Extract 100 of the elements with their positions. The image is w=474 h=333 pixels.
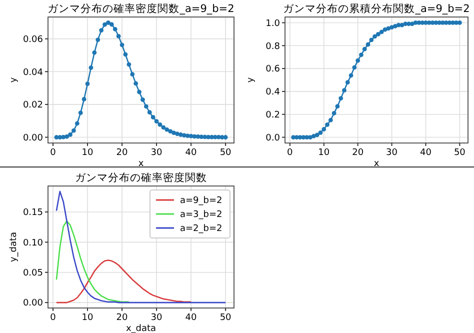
point — [126, 62, 132, 67]
x-axis-title: x — [138, 159, 144, 169]
point — [54, 135, 59, 140]
x-tick-label: 30 — [150, 148, 163, 158]
line-series — [56, 260, 192, 304]
point — [168, 129, 173, 134]
point — [318, 130, 323, 135]
point — [352, 65, 357, 70]
chart-title: ガンマ分布の累積分布関数_a=9_b=2 — [283, 3, 470, 15]
point — [147, 110, 152, 115]
y-tick-label: 0.6 — [266, 64, 280, 75]
y-tick-label: 0.0 — [266, 133, 280, 144]
y-axis-title: y_data — [9, 232, 19, 262]
x-tick-label: 40 — [420, 148, 432, 158]
y-tick-label: 0.02 — [22, 100, 43, 111]
y-tick-label: 0.15 — [22, 208, 43, 218]
y-tick-label: 0.04 — [22, 68, 44, 78]
point — [144, 104, 148, 109]
point — [376, 32, 380, 36]
point — [106, 20, 110, 25]
line-series — [56, 220, 130, 303]
point — [457, 20, 462, 25]
chart-title: ガンマ分布の確率密度関数_a=9_b=2 — [48, 2, 234, 15]
x-tick-label: 0 — [50, 148, 56, 158]
point — [78, 110, 83, 116]
point — [134, 81, 138, 86]
point — [150, 115, 156, 120]
y-tick-label: 1.0 — [266, 18, 280, 29]
y-tick-label: 0.00 — [22, 298, 44, 309]
legend-label: a=2_b=2 — [180, 224, 222, 234]
x-tick-label: 0 — [50, 313, 56, 323]
x-axis-title: x — [374, 159, 380, 169]
point — [99, 28, 104, 32]
point — [379, 30, 384, 34]
point — [328, 118, 333, 122]
point — [116, 34, 121, 38]
point — [102, 22, 107, 27]
y-tick-label: 0.05 — [22, 268, 43, 279]
point — [172, 130, 176, 136]
x-tick-label: 20 — [352, 148, 364, 158]
x-tick-label: 30 — [150, 313, 163, 323]
y-tick-label: 0.2 — [266, 110, 280, 121]
point — [322, 127, 326, 132]
chart-title: ガンマ分布の確率密度関数 — [75, 171, 207, 184]
x-tick-label: 50 — [220, 313, 232, 323]
point — [137, 90, 142, 94]
x-tick-label: 50 — [454, 148, 466, 158]
point — [96, 38, 100, 42]
x-tick-label: 40 — [185, 313, 198, 323]
x-tick-label: 0 — [287, 148, 294, 158]
point — [311, 134, 316, 138]
point — [74, 121, 80, 126]
point — [392, 24, 398, 28]
point — [325, 122, 330, 127]
point — [154, 119, 159, 124]
x-tick-label: 10 — [82, 148, 94, 158]
point — [362, 46, 367, 52]
point — [82, 96, 86, 102]
point — [342, 88, 346, 93]
line-series — [56, 190, 226, 304]
point — [72, 128, 76, 133]
point — [88, 65, 94, 70]
y-axis-title: y — [9, 76, 19, 83]
point — [130, 72, 135, 76]
point — [223, 135, 228, 140]
x-tick-label: 20 — [116, 313, 128, 323]
x-tick-label: 20 — [116, 148, 128, 158]
point — [314, 132, 320, 138]
y-tick-label: 0.8 — [266, 42, 280, 52]
point — [369, 38, 374, 42]
point — [335, 104, 340, 109]
point — [109, 22, 114, 27]
point — [356, 58, 360, 63]
point — [120, 42, 124, 48]
x-tick-label: 50 — [220, 148, 232, 158]
y-tick-label: 0.00 — [22, 133, 44, 144]
point — [390, 25, 394, 30]
point — [64, 134, 70, 139]
point — [85, 82, 90, 86]
point — [348, 73, 354, 78]
point — [332, 111, 336, 116]
x-tick-label: 10 — [82, 313, 94, 323]
legend-label: a=9_b=2 — [180, 196, 222, 206]
point — [420, 20, 425, 25]
point — [366, 42, 370, 47]
y-axis-title: y — [246, 76, 256, 83]
point — [92, 50, 97, 55]
y-tick-label: 0.10 — [22, 238, 44, 248]
point — [68, 132, 72, 137]
point — [161, 125, 166, 130]
x-tick-label: 40 — [185, 148, 198, 158]
x-tick-label: 30 — [386, 148, 398, 158]
point — [164, 127, 170, 132]
point — [123, 52, 128, 57]
point — [112, 26, 118, 32]
y-tick-label: 0.06 — [22, 34, 44, 45]
point — [140, 97, 145, 102]
y-tick-label: 0.4 — [266, 88, 280, 98]
point — [308, 135, 312, 140]
point — [338, 96, 344, 101]
